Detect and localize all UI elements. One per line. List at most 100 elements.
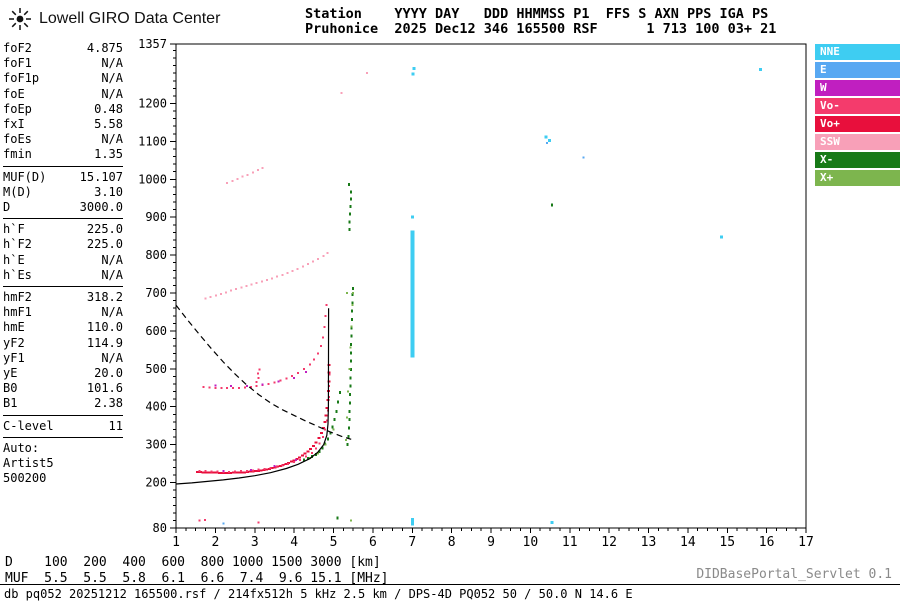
sidebar: foF2 4.875 foF1 N/A foF1p N/A foE N/A foEp 0.48 fx… bbox=[3, 41, 123, 492]
data-points bbox=[196, 66, 763, 526]
param-label: C-level bbox=[3, 418, 54, 433]
svg-text:15: 15 bbox=[719, 535, 735, 550]
svg-text:1: 1 bbox=[172, 535, 180, 550]
characteristics-frequencies: foF2 4.875 foF1 N/A foF1p N/A foE N/A foEp 0.48 fx… bbox=[3, 41, 123, 167]
param-label: B1 bbox=[3, 396, 18, 411]
sidebar-row-fof2: foF2 4.875 bbox=[3, 41, 123, 56]
series-nne bbox=[410, 66, 763, 526]
sidebar-row-artist5: Artist5 bbox=[3, 456, 123, 471]
sidebar-row-fxi: fxI 5.58 bbox=[3, 117, 123, 132]
sidebar-row-hmf2: hmF2 318.2 bbox=[3, 290, 123, 305]
svg-text:17: 17 bbox=[798, 535, 814, 550]
logo-text: Lowell GIRO Data Center bbox=[39, 10, 221, 27]
svg-text:800: 800 bbox=[145, 248, 167, 262]
svg-text:3: 3 bbox=[251, 535, 259, 550]
svg-text:400: 400 bbox=[145, 400, 167, 414]
param-label: foF1p bbox=[3, 71, 40, 86]
svg-text:7: 7 bbox=[408, 535, 416, 550]
param-value: 101.6 bbox=[86, 381, 123, 396]
giro-sunburst-icon bbox=[9, 8, 31, 30]
distance-row: D 100 200 400 600 800 1000 1500 3000 [km… bbox=[5, 555, 381, 570]
svg-text:14: 14 bbox=[680, 535, 696, 550]
svg-text:900: 900 bbox=[145, 210, 167, 224]
curve-profile-fit bbox=[175, 308, 330, 485]
sidebar-row-fof1: foF1 N/A bbox=[3, 56, 123, 71]
svg-text:300: 300 bbox=[145, 438, 167, 452]
param-label: fmin bbox=[3, 147, 32, 162]
param-value: N/A bbox=[101, 71, 123, 86]
svg-text:6: 6 bbox=[369, 535, 377, 550]
param-label: hmF1 bbox=[3, 305, 32, 320]
series-x+ bbox=[308, 292, 355, 522]
param-value: 20.0 bbox=[94, 366, 123, 381]
lowell-giro-logo: Lowell GIRO Data Center bbox=[8, 7, 220, 31]
svg-text:12: 12 bbox=[601, 535, 617, 550]
sidebar-row-hmf1: hmF1 N/A bbox=[3, 305, 123, 320]
param-label: foF1 bbox=[3, 56, 32, 71]
sidebar-row-foes: foEs N/A bbox=[3, 132, 123, 147]
svg-text:500: 500 bbox=[145, 362, 167, 376]
sidebar-row-foep: foEp 0.48 bbox=[3, 102, 123, 117]
param-value: N/A bbox=[101, 56, 123, 71]
servlet-version: DIDBasePortal_Servlet 0.1 bbox=[696, 567, 892, 582]
param-value: N/A bbox=[101, 132, 123, 147]
param-label: yE bbox=[3, 366, 18, 381]
fit-curves bbox=[175, 304, 352, 485]
sidebar-row-hme: hmE 110.0 bbox=[3, 320, 123, 335]
svg-text:1357: 1357 bbox=[138, 38, 167, 51]
sidebar-row-fmin: fmin 1.35 bbox=[3, 147, 123, 162]
confidence-level: C-level 11 bbox=[3, 419, 123, 438]
param-value: 1.35 bbox=[94, 147, 123, 162]
sidebar-row-md: M(D) 3.10 bbox=[3, 185, 123, 200]
param-label: hmE bbox=[3, 320, 25, 335]
muf-row: MUF 5.5 5.5 5.8 6.1 6.6 7.4 9.6 15.1 [MH… bbox=[5, 571, 389, 586]
legend-item-w: W bbox=[815, 80, 900, 96]
param-label: yF2 bbox=[3, 335, 25, 350]
series-vo- bbox=[198, 304, 331, 524]
sidebar-row-he: h`E N/A bbox=[3, 253, 123, 268]
param-value: 3000.0 bbox=[79, 200, 123, 215]
sidebar-row-yf2: yF2 114.9 bbox=[3, 336, 123, 351]
param-value: 225.0 bbox=[86, 222, 123, 237]
param-label: D bbox=[3, 200, 11, 215]
muf-block: MUF(D) 15.107 M(D) 3.10 D 3000.0 bbox=[3, 170, 123, 220]
series-e bbox=[222, 141, 585, 525]
param-label: foE bbox=[3, 86, 25, 101]
svg-text:80: 80 bbox=[153, 521, 167, 535]
param-value: N/A bbox=[101, 252, 123, 267]
sidebar-row-b1: B1 2.38 bbox=[3, 396, 123, 411]
param-label: 500200 bbox=[3, 471, 47, 486]
legend-item-x-: X- bbox=[815, 152, 900, 168]
param-label: foEp bbox=[3, 101, 32, 116]
param-value: 114.9 bbox=[86, 335, 123, 350]
legend: NNE E W Vo- Vo+ SSW X- X+ bbox=[815, 44, 900, 188]
param-label: MUF(D) bbox=[3, 169, 47, 184]
svg-text:200: 200 bbox=[145, 476, 167, 490]
param-value: N/A bbox=[101, 267, 123, 282]
curve-muf-transmission bbox=[175, 304, 352, 440]
param-value: 15.107 bbox=[79, 169, 123, 184]
param-label: yF1 bbox=[3, 350, 25, 365]
svg-text:600: 600 bbox=[145, 324, 167, 338]
sidebar-row-foe: foE N/A bbox=[3, 87, 123, 102]
series-ssw bbox=[204, 72, 368, 300]
param-label: M(D) bbox=[3, 184, 32, 199]
sidebar-row-yf1: yF1 N/A bbox=[3, 351, 123, 366]
param-label: h`E bbox=[3, 252, 25, 267]
sidebar-row-500200: 500200 bbox=[3, 471, 123, 486]
header-column-titles: Station YYYY DAY DDD HHMMSS P1 FFS S AXN… bbox=[305, 6, 769, 22]
sidebar-row-b0: B0 101.6 bbox=[3, 381, 123, 396]
param-value: 318.2 bbox=[86, 290, 123, 305]
legend-item-vo-: Vo- bbox=[815, 98, 900, 114]
series-w bbox=[214, 370, 307, 473]
ionogram-plot: 1 2 3 4 5 6 7 8 9 10 11 12 13 14 15 16 17135712001100100… bbox=[138, 38, 814, 550]
param-value: N/A bbox=[101, 305, 123, 320]
plot-border bbox=[175, 43, 807, 529]
svg-text:9: 9 bbox=[487, 535, 495, 550]
param-label: foEs bbox=[3, 132, 32, 147]
param-label: hmF2 bbox=[3, 290, 32, 305]
sidebar-row-hf: h`F 225.0 bbox=[3, 222, 123, 237]
sidebar-row-auto: Auto: bbox=[3, 441, 123, 456]
svg-text:11: 11 bbox=[562, 535, 578, 550]
param-label: Artist5 bbox=[3, 456, 54, 471]
